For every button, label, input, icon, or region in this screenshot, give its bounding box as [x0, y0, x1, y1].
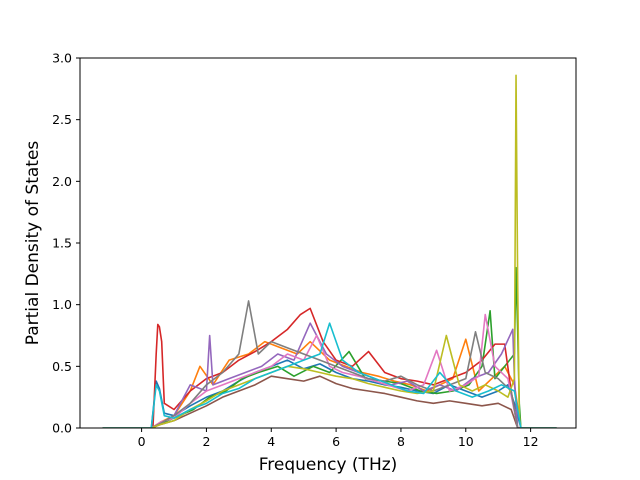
series-line-5 [102, 322, 557, 428]
series-line-6 [102, 375, 557, 428]
y-tick-label: 0.5 [52, 359, 72, 374]
y-tick-label: 1.0 [52, 297, 72, 312]
x-tick-label: 12 [523, 434, 539, 449]
x-tick-label: 8 [397, 434, 405, 449]
x-tick-label: 0 [138, 434, 146, 449]
series-layer [102, 74, 557, 428]
series-line-4 [102, 307, 557, 428]
x-tick-label: 2 [202, 434, 210, 449]
series-line-10 [102, 322, 557, 428]
y-tick-label: 2.0 [52, 174, 72, 189]
y-tick-label: 2.5 [52, 112, 72, 127]
y-tick-label: 0.0 [52, 421, 72, 436]
y-tick-label: 1.5 [52, 236, 72, 251]
x-tick-label: 10 [458, 434, 474, 449]
x-tick-label: 6 [332, 434, 340, 449]
x-axis-label: Frequency (THz) [259, 455, 398, 475]
y-axis-label: Partial Density of States [23, 141, 43, 346]
series-line-8 [102, 300, 557, 428]
y-tick-label: 3.0 [52, 51, 72, 66]
y-axis: 0.0 0.5 1.0 1.5 2.0 2.5 3.0 [52, 51, 80, 436]
series-line-9 [102, 74, 557, 428]
series-line-2 [102, 338, 557, 428]
x-tick-label: 4 [267, 434, 275, 449]
x-axis: 0 2 4 6 8 10 12 [138, 428, 539, 449]
